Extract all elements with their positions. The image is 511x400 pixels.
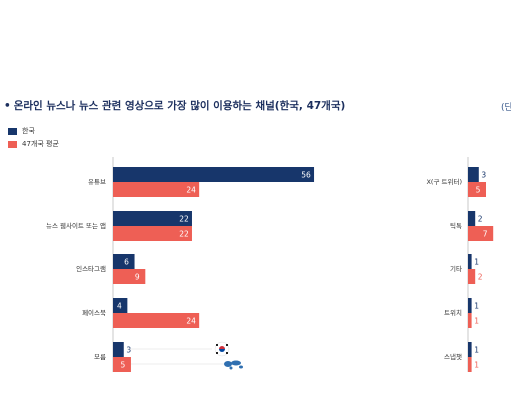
data-label: 22: [179, 230, 189, 239]
flag-taeguk-top: [219, 346, 225, 349]
bullet-icon: •: [4, 100, 11, 112]
world-map-continent: [239, 365, 243, 369]
category-label: 유튜브: [88, 178, 106, 186]
flag-trigram: [216, 344, 218, 346]
legend-swatch-average: [8, 140, 17, 148]
bar-average: [468, 313, 472, 328]
bar-average: [468, 226, 494, 241]
data-label: 1: [474, 302, 479, 311]
data-label: 1: [474, 346, 479, 355]
data-label: 6: [124, 258, 129, 267]
flag-trigram: [226, 352, 228, 354]
data-label: 9: [135, 273, 140, 282]
bar-korea: [468, 298, 472, 313]
bar-korea: [113, 167, 315, 182]
bar-average: [468, 357, 472, 372]
bar-korea: [468, 211, 476, 226]
bar-average: [113, 269, 146, 284]
legend-label-average: 47개국 평균: [22, 140, 59, 148]
bar-korea: [468, 254, 472, 269]
unit-label: (단: [501, 103, 511, 113]
category-label: 기타: [450, 264, 462, 273]
data-label: 24: [186, 186, 196, 195]
legend-item-korea: 한국: [8, 126, 35, 136]
chart-title-text: 온라인 뉴스나 뉴스 관련 영상으로 가장 많이 이용하는 채널(한국, 47개…: [13, 100, 346, 112]
data-label: 1: [474, 361, 479, 370]
legend-item-average: 47개국 평균: [8, 139, 59, 149]
bar-korea: [113, 211, 192, 226]
data-label: 56: [301, 171, 311, 180]
data-label: 3: [481, 171, 486, 180]
data-label: 1: [474, 317, 479, 326]
category-label: 뉴스 웹사이트 또는 앱: [46, 221, 106, 230]
chart-title: • 온라인 뉴스나 뉴스 관련 영상으로 가장 많이 이용하는 채널(한국, 47…: [4, 98, 345, 113]
data-label: 5: [476, 186, 481, 195]
bar-korea: [113, 298, 128, 313]
legend-swatch-korea: [8, 127, 17, 135]
category-label: 페이스북: [82, 308, 106, 317]
category-label: 트위치: [444, 308, 462, 317]
flag-trigram: [226, 344, 228, 346]
category-label: 스냅챗: [444, 352, 462, 361]
data-label: 7: [483, 230, 488, 239]
data-label: 2: [478, 273, 483, 282]
bar-average: [113, 313, 200, 328]
data-label: 3: [126, 346, 131, 355]
category-label: X(구 트위터): [426, 177, 462, 186]
data-label: 5: [121, 361, 126, 370]
bar-korea: [468, 167, 479, 182]
data-label: 24: [186, 317, 196, 326]
bar-average: [113, 182, 200, 197]
world-map-continent: [229, 366, 233, 370]
category-label: 인스타그램: [76, 264, 106, 273]
bar-average: [468, 182, 486, 197]
bar-korea: [468, 342, 472, 357]
bar-korea: [113, 254, 135, 269]
bar-average: [113, 357, 131, 372]
category-label: 틱톡: [450, 222, 462, 230]
world-map-icon: [224, 361, 232, 367]
legend-label-korea: 한국: [22, 127, 35, 135]
bar-korea: [113, 342, 124, 357]
data-label: 1: [474, 258, 479, 267]
flag-taeguk-bottom: [219, 349, 225, 352]
data-label: 22: [179, 215, 189, 224]
data-label: 4: [117, 302, 122, 311]
bar-average: [468, 269, 476, 284]
category-label: 모름: [94, 353, 106, 361]
world-map-continent: [231, 360, 241, 366]
data-label: 2: [478, 215, 483, 224]
bar-average: [113, 226, 192, 241]
flag-trigram: [216, 352, 218, 354]
